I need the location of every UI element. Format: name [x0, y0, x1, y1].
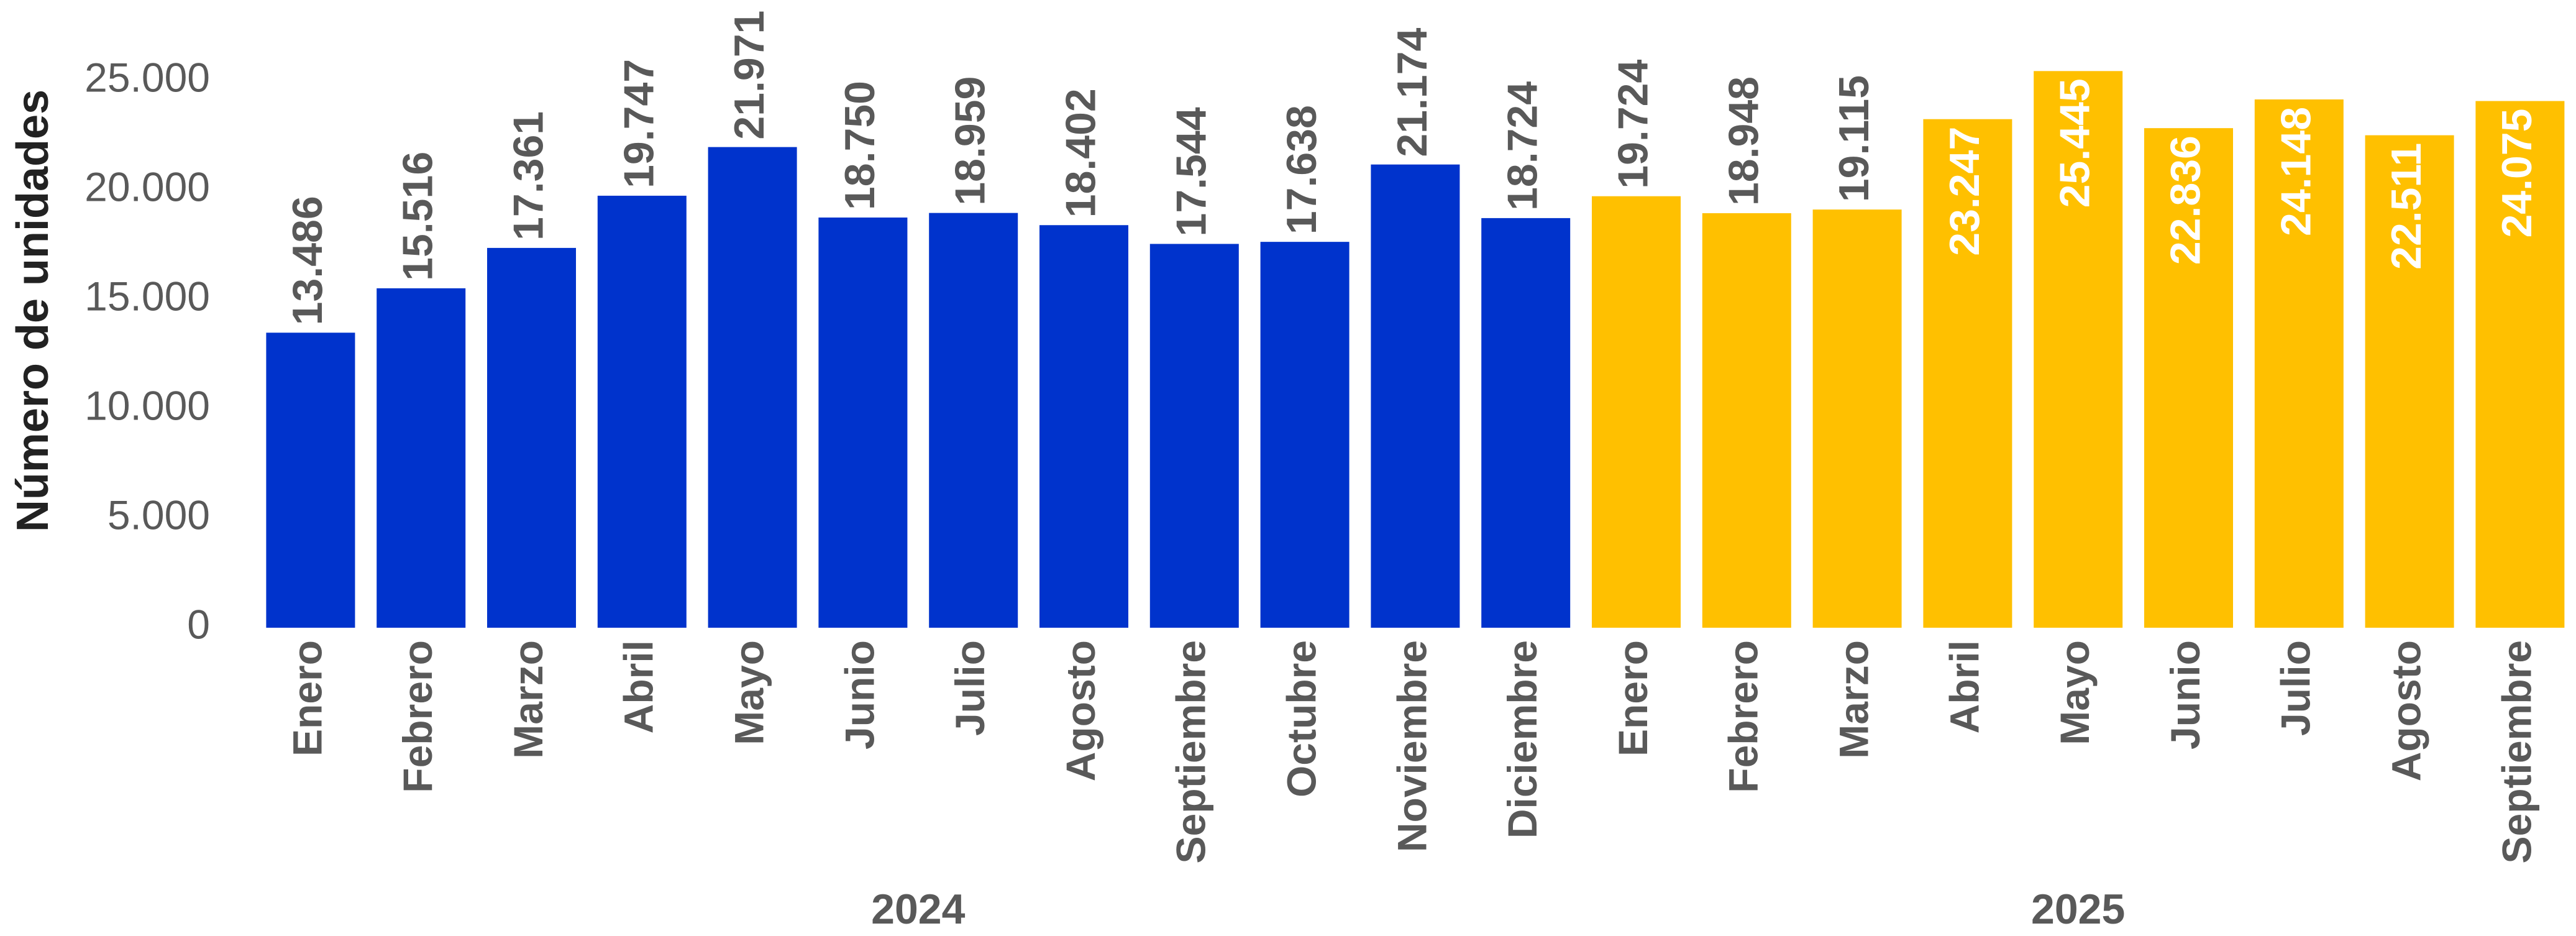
x-tick-label: Mayo: [726, 640, 772, 745]
data-label: 18.724: [1499, 81, 1546, 211]
bar: [1481, 218, 1571, 628]
x-tick-label: Septiembre: [1168, 640, 1214, 863]
bar: [818, 218, 908, 628]
bar: [377, 288, 466, 628]
y-tick-label: 10.000: [84, 382, 210, 428]
y-tick-label: 20.000: [84, 163, 210, 209]
data-label: 22.511: [2383, 143, 2430, 270]
x-tick-label: Enero: [1610, 640, 1656, 756]
bar: [1812, 209, 1902, 628]
y-axis-title: Número de unidades: [8, 89, 58, 532]
group-label: 2024: [871, 886, 965, 933]
bar: [2144, 128, 2233, 628]
data-label: 21.971: [726, 11, 773, 140]
x-tick-label: Febrero: [395, 640, 441, 793]
data-label: 13.486: [284, 196, 331, 325]
data-label: 18.959: [947, 76, 994, 206]
x-tick-label: Julio: [2273, 640, 2319, 736]
data-label: 24.148: [2272, 107, 2319, 236]
x-tick-label: Enero: [284, 640, 330, 756]
y-tick-label: 25.000: [84, 54, 210, 100]
data-label: 18.948: [1720, 76, 1767, 206]
data-label: 23.247: [1941, 127, 1988, 256]
bar: [597, 195, 687, 628]
bar: [1923, 119, 2012, 628]
data-label: 17.638: [1278, 105, 1325, 234]
bar: [2475, 101, 2565, 628]
data-label: 25.445: [2052, 78, 2099, 208]
bar: [1371, 164, 1460, 628]
group-label: 2025: [2031, 886, 2125, 933]
bar: [266, 333, 355, 628]
bar: [487, 247, 576, 628]
data-label: 19.115: [1830, 75, 1878, 202]
x-tick-label: Mayo: [2052, 640, 2098, 745]
x-tick-label: Agosto: [2383, 640, 2429, 781]
data-label: 19.724: [1609, 60, 1656, 189]
x-tick-label: Junio: [2162, 640, 2208, 750]
x-tick-label: Abril: [616, 640, 662, 733]
data-label: 17.544: [1167, 107, 1215, 236]
x-tick-label: Marzo: [1831, 640, 1877, 759]
data-label: 24.075: [2493, 109, 2541, 238]
x-tick-label: Octubre: [1279, 640, 1325, 797]
y-tick-label: 15.000: [84, 273, 210, 319]
x-tick-label: Abril: [1941, 640, 1987, 733]
data-label: 15.516: [395, 152, 442, 281]
y-tick-label: 5.000: [107, 492, 210, 538]
bar: [2034, 71, 2123, 628]
x-tick-label: Diciembre: [1499, 640, 1545, 838]
y-tick-label: 0: [187, 601, 210, 647]
bar: [2365, 135, 2454, 628]
x-tick-label: Septiembre: [2493, 640, 2539, 863]
bar: [929, 213, 1018, 628]
bar: [1149, 244, 1239, 628]
data-label: 18.750: [836, 81, 884, 210]
x-tick-label: Junio: [836, 640, 882, 750]
x-tick-label: Noviembre: [1389, 640, 1435, 852]
bar: [1702, 213, 1791, 628]
bar: [1039, 225, 1128, 628]
data-label: 17.361: [505, 111, 552, 241]
data-label: 19.747: [615, 59, 662, 188]
data-label: 18.402: [1057, 88, 1104, 218]
data-label: 21.174: [1389, 28, 1436, 157]
x-tick-label: Marzo: [505, 640, 551, 759]
x-tick-label: Febrero: [1720, 640, 1766, 793]
x-tick-label: Agosto: [1057, 640, 1103, 781]
x-tick-label: Julio: [947, 640, 993, 736]
bar: [1592, 196, 1681, 628]
data-label: 22.836: [2162, 135, 2209, 265]
bar: [1260, 242, 1350, 628]
bar: [2254, 99, 2344, 628]
bar: [708, 147, 797, 628]
